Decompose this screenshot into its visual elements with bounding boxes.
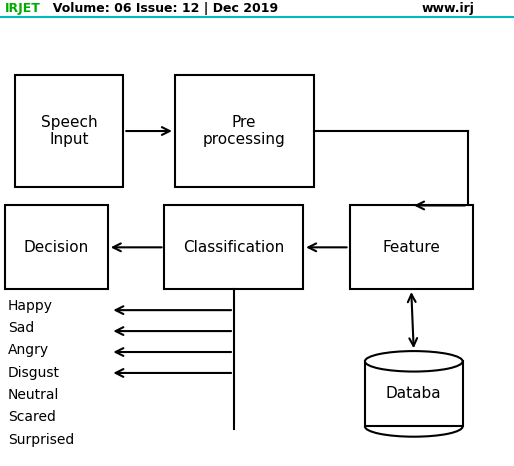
Bar	[175, 75, 314, 187]
Bar	[350, 206, 473, 289]
Text: Neutral: Neutral	[8, 388, 59, 402]
Text: Volume: 06 Issue: 12 | Dec 2019: Volume: 06 Issue: 12 | Dec 2019	[44, 2, 278, 15]
Text: Sad: Sad	[8, 321, 34, 335]
Text: Feature: Feature	[382, 240, 440, 255]
Bar	[365, 361, 463, 426]
Text: Classification: Classification	[183, 240, 284, 255]
Text: Speech
Input: Speech Input	[41, 115, 98, 147]
Bar	[164, 206, 303, 289]
Bar	[15, 75, 123, 187]
Ellipse shape	[365, 351, 463, 371]
Text: Pre
processing: Pre processing	[203, 115, 285, 147]
Bar	[5, 206, 108, 289]
Text: Angry: Angry	[8, 343, 49, 357]
Text: Surprised: Surprised	[8, 432, 74, 446]
Text: Happy: Happy	[8, 299, 53, 313]
Text: www.irj: www.irj	[421, 2, 474, 15]
Text: Scared: Scared	[8, 410, 56, 424]
Text: IRJET: IRJET	[5, 2, 41, 15]
Text: Decision: Decision	[24, 240, 89, 255]
Text: Disgust: Disgust	[8, 365, 60, 379]
Text: Databa: Databa	[386, 386, 442, 401]
